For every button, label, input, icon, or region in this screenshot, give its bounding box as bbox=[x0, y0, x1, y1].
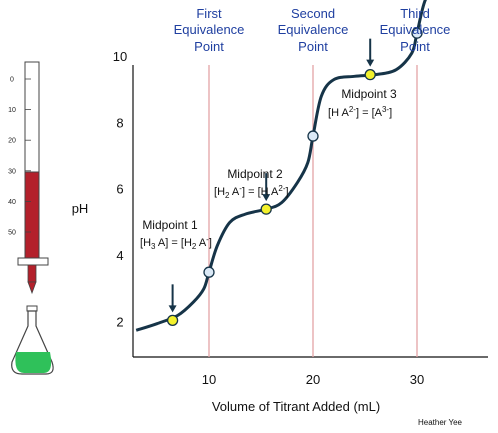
equation-part: [ bbox=[328, 107, 331, 119]
equation-part: A bbox=[341, 107, 349, 119]
burette-scale-label: 20 bbox=[8, 138, 16, 145]
midpoint-title: Midpoint 3 bbox=[341, 87, 397, 101]
equivalence-label-line2: Equivalence bbox=[174, 22, 245, 37]
equation-part: A bbox=[271, 186, 279, 198]
equation-part: [ bbox=[258, 186, 261, 198]
midpoint-equation: [H3 A] = [H2 A-] bbox=[140, 235, 212, 251]
x-tick-label: 30 bbox=[410, 372, 424, 387]
equation-part: 2 bbox=[225, 191, 230, 200]
midpoint-equation: [H A2-] = [A3-] bbox=[328, 105, 392, 119]
burette-scale-label: 50 bbox=[8, 230, 16, 237]
midpoint-marker bbox=[364, 69, 376, 81]
y-tick-label: 4 bbox=[116, 248, 123, 263]
burette-empty-section bbox=[24, 61, 40, 173]
flask-rim bbox=[26, 305, 38, 312]
x-tick-label: 10 bbox=[202, 372, 216, 387]
equation-part: [ bbox=[372, 107, 375, 119]
equivalence-label-line3: Point bbox=[400, 39, 430, 54]
equivalence-point-marker bbox=[203, 266, 215, 278]
equation-part: H bbox=[331, 107, 339, 119]
midpoint-title: Midpoint 2 bbox=[227, 167, 283, 181]
burette-liquid bbox=[24, 171, 40, 259]
burette-nozzle bbox=[27, 281, 37, 295]
equation-part: H bbox=[184, 237, 192, 249]
burette-scale: 0 10 20 30 40 50 bbox=[8, 77, 31, 237]
equation-part: = bbox=[248, 186, 254, 198]
equivalence-lines bbox=[208, 65, 418, 357]
equation-part: [ bbox=[140, 237, 143, 249]
burette-scale-label: 40 bbox=[8, 199, 16, 206]
equation-part: ] bbox=[389, 107, 392, 119]
equivalence-label-line1: Second bbox=[291, 6, 335, 21]
y-tick-label: 2 bbox=[116, 315, 123, 330]
equation-part: A bbox=[199, 237, 207, 249]
curve-markers bbox=[166, 27, 423, 326]
equivalence-label-line1: Third bbox=[400, 6, 430, 21]
burette-scale-label: 0 bbox=[10, 77, 14, 84]
midpoint-marker bbox=[166, 314, 179, 326]
y-tick-label: 8 bbox=[116, 115, 123, 130]
equivalence-label-line1: First bbox=[196, 6, 222, 21]
x-tick-labels: 10 20 30 bbox=[202, 372, 424, 387]
equation-part: 3 bbox=[151, 242, 156, 251]
midpoint-marker bbox=[260, 203, 272, 215]
equation-part: - bbox=[239, 184, 242, 193]
equivalence-label-line2: Equivalence bbox=[380, 22, 451, 37]
equation-part: = bbox=[171, 237, 177, 249]
y-axis-label: pH bbox=[72, 201, 89, 216]
midpoint-labels: Midpoint 1[H3 A] = [H2 A-]Midpoint 2[H2 … bbox=[140, 87, 397, 251]
equivalence-label-line3: Point bbox=[298, 39, 328, 54]
equation-part: 2 bbox=[192, 242, 197, 251]
burette-scale-label: 10 bbox=[8, 107, 16, 114]
midpoint-arrows bbox=[168, 38, 375, 313]
midpoint-arrow-head bbox=[262, 194, 271, 202]
credit-label: Heather Yee bbox=[418, 418, 463, 427]
equation-part: - bbox=[206, 235, 209, 244]
equivalence-point-marker bbox=[307, 130, 319, 142]
equation-part: ] bbox=[209, 237, 212, 249]
equation-part: ] bbox=[165, 237, 168, 249]
x-tick-label: 20 bbox=[306, 372, 320, 387]
equation-part: H bbox=[143, 237, 151, 249]
equivalence-label-line2: Equivalence bbox=[278, 22, 349, 37]
equation-part: [ bbox=[214, 186, 217, 198]
equivalence-label-line3: Point bbox=[194, 39, 224, 54]
equation-part: 3- bbox=[382, 105, 389, 114]
equation-part: 2- bbox=[278, 184, 285, 193]
midpoint-equation: [H2 A-] = [H A2-] bbox=[214, 184, 289, 200]
equation-part: ] bbox=[242, 186, 245, 198]
equation-part: A bbox=[375, 107, 383, 119]
equation-part: A bbox=[158, 237, 166, 249]
y-tick-label: 10 bbox=[113, 49, 127, 64]
erlenmeyer-flask-illustration bbox=[11, 305, 54, 375]
equation-part: H bbox=[261, 186, 269, 198]
y-tick-label: 6 bbox=[116, 182, 123, 197]
midpoint-arrow-head bbox=[366, 59, 375, 67]
flask-liquid bbox=[15, 352, 52, 373]
burette-scale-label: 30 bbox=[8, 168, 16, 175]
equation-part: A bbox=[232, 186, 240, 198]
burette-stopcock bbox=[17, 257, 49, 266]
equation-part: ] bbox=[356, 107, 359, 119]
equivalence-point-marker bbox=[411, 27, 423, 39]
equation-part: = bbox=[362, 107, 368, 119]
midpoint-arrow-head bbox=[168, 305, 177, 313]
equation-part: ] bbox=[286, 186, 289, 198]
y-tick-labels: 24681012 bbox=[113, 49, 127, 330]
x-axis-label: Volume of Titrant Added (mL) bbox=[212, 399, 380, 414]
equation-part: H bbox=[217, 186, 225, 198]
equation-part: 2- bbox=[349, 105, 356, 114]
burette-tip bbox=[27, 264, 37, 283]
burette-illustration: 0 10 20 30 40 50 bbox=[8, 61, 49, 295]
equation-part: [ bbox=[181, 237, 184, 249]
chart-axes bbox=[132, 65, 488, 358]
equivalence-point-labels: FirstEquivalencePointSecondEquivalencePo… bbox=[174, 6, 451, 54]
midpoint-title: Midpoint 1 bbox=[142, 218, 198, 232]
